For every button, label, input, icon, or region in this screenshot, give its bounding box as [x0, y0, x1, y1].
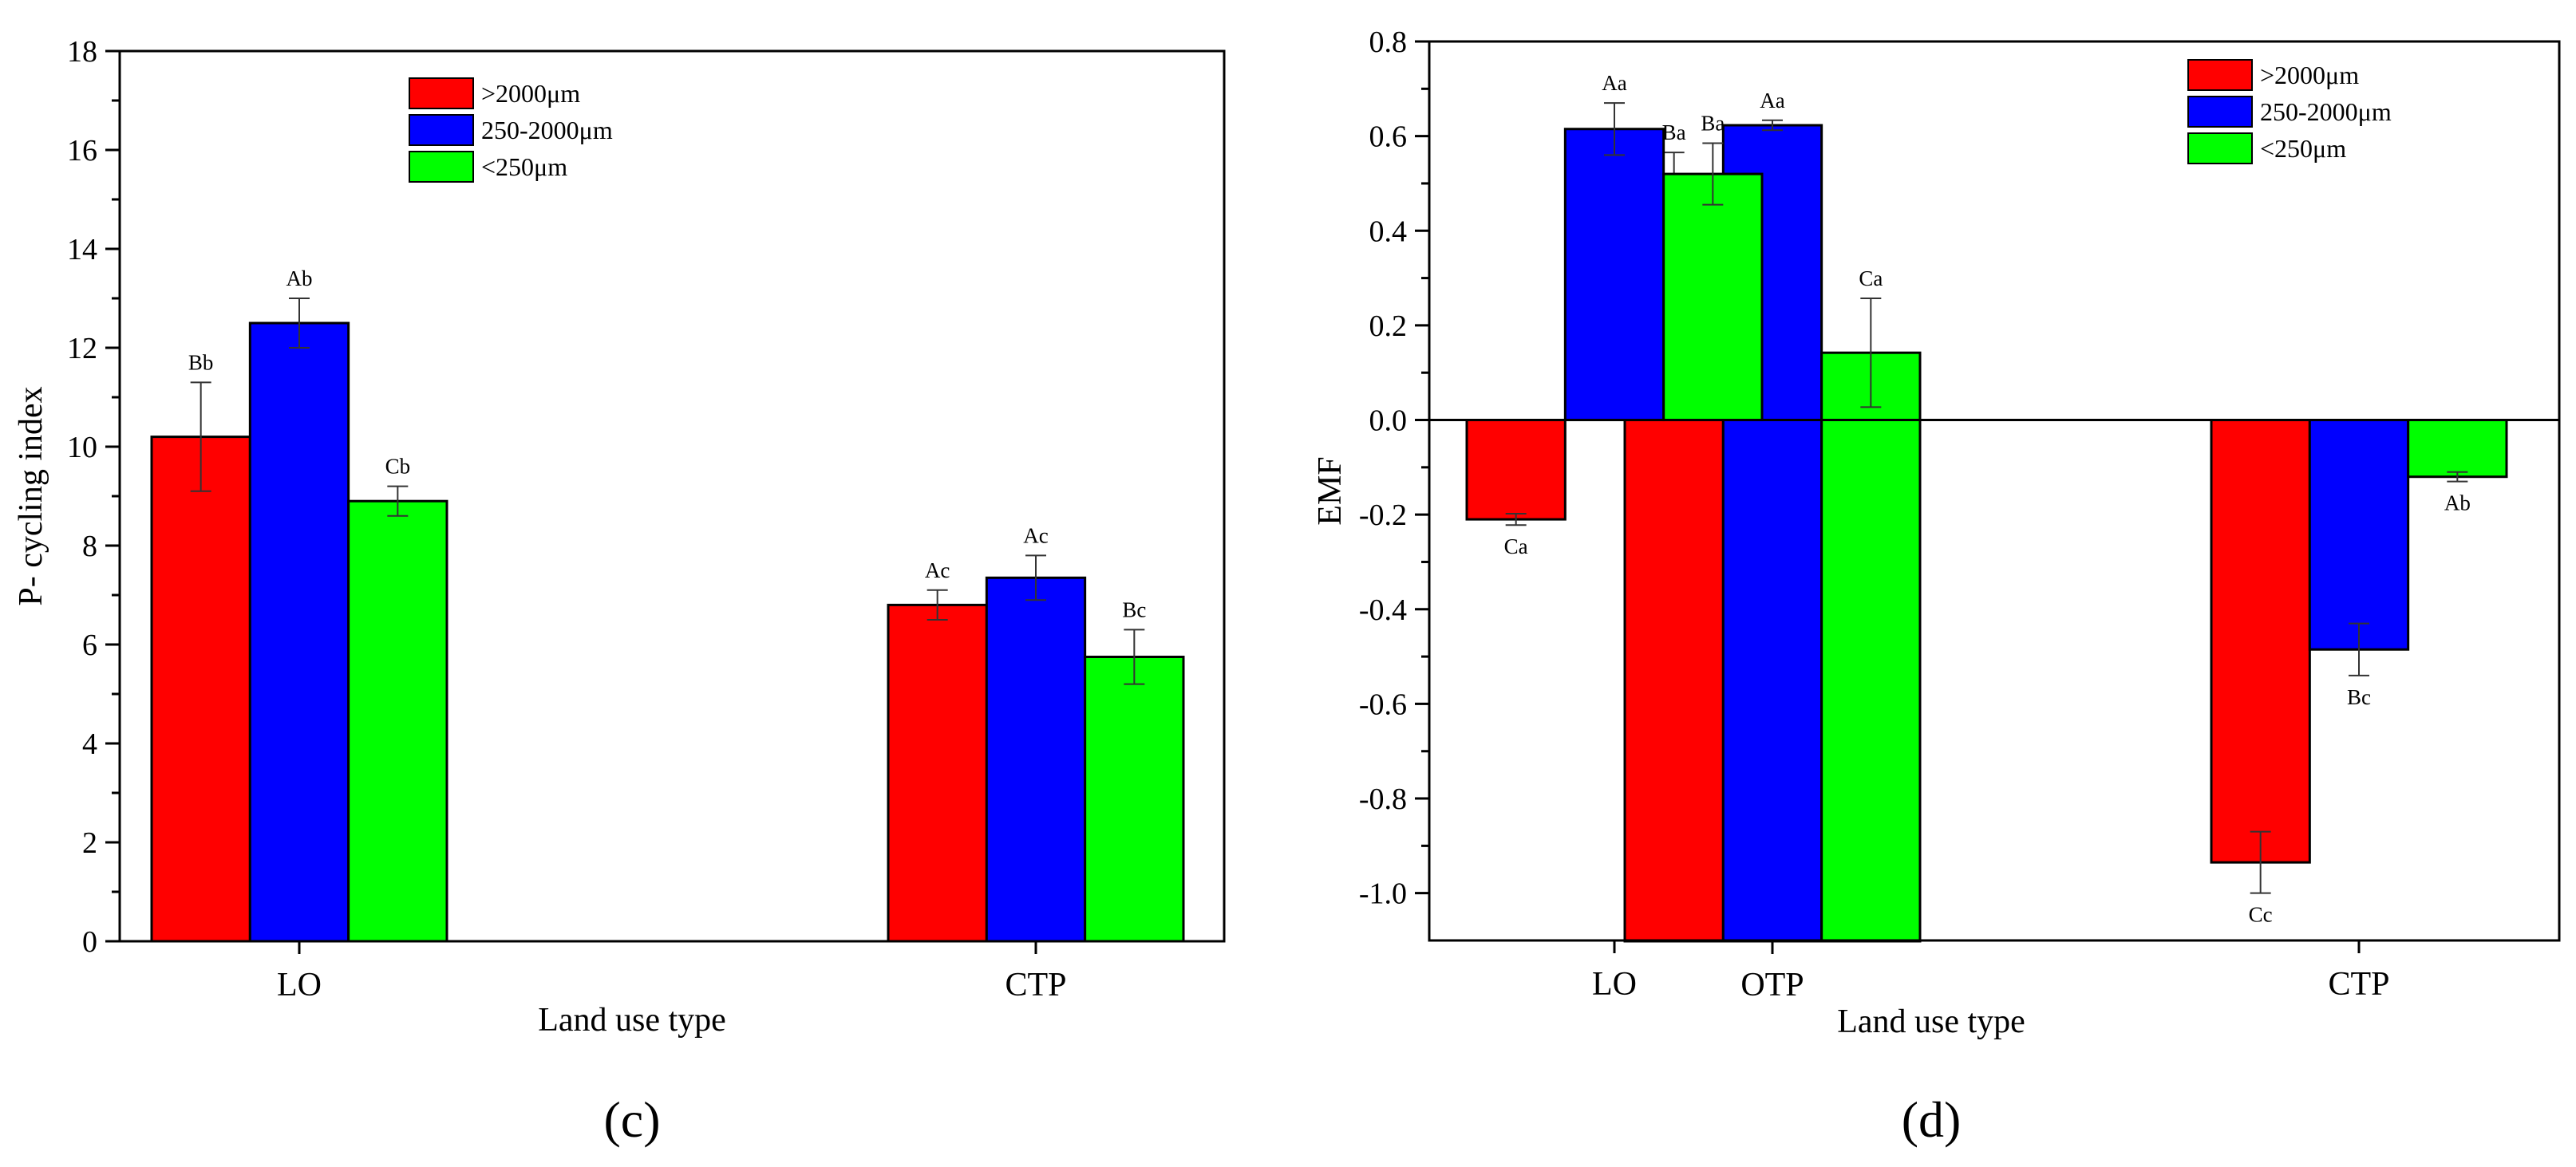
bar	[150, 436, 251, 943]
significance-label: Ca	[1859, 266, 1883, 290]
significance-label: Ba	[1701, 112, 1725, 136]
y-tick-label: 2	[82, 826, 97, 860]
y-tick-label: 0.2	[1369, 309, 1408, 343]
bar	[1662, 172, 1764, 422]
y-tick-label: -0.8	[1359, 783, 1407, 816]
x-axis-label: Land use type	[1837, 1003, 2025, 1040]
y-axis-label: P- cycling index	[13, 386, 49, 605]
chart-panel-c: 0 2 4 6 8 10 12 14 16 18 LO CTP OTP Bb Ac Ba Ab Ac Aa Cb Bc C…	[13, 35, 1922, 1148]
significance-label: Ba	[1662, 120, 1686, 144]
legend-label: 250-2000μm	[2260, 97, 2392, 126]
y-tick-label: -1.0	[1359, 877, 1407, 911]
y-tick-label: 0.0	[1369, 404, 1408, 438]
bar	[1820, 351, 1922, 943]
x-tick-label: CTP	[1005, 967, 1066, 1003]
legend-swatch	[409, 151, 474, 183]
bar	[1084, 656, 1185, 943]
y-tick-label: 12	[67, 332, 97, 365]
legend-label: >2000μm	[2260, 61, 2359, 89]
legend-swatch	[2187, 132, 2253, 164]
significance-label: Bb	[188, 350, 214, 374]
bar	[2210, 419, 2311, 864]
legend-label: >2000μm	[481, 79, 580, 108]
bar	[2407, 419, 2508, 479]
y-tick-label: 8	[82, 530, 97, 563]
significance-label: Ac	[925, 558, 950, 582]
y-tick-label: 10	[67, 431, 97, 464]
y-tick-label: 0.8	[1369, 26, 1408, 59]
y-tick-label: 18	[67, 35, 97, 69]
legend-swatch	[2187, 96, 2253, 128]
significance-label: Ab	[286, 266, 313, 290]
bar	[1465, 419, 1567, 521]
y-tick-label: 14	[67, 233, 97, 266]
significance-label: Aa	[1760, 89, 1784, 112]
y-tick-label: 0.6	[1369, 120, 1408, 154]
bar	[2308, 419, 2410, 651]
y-tick-label: 6	[82, 629, 97, 662]
significance-label: Ac	[1023, 523, 1048, 547]
bar	[985, 576, 1087, 943]
bar	[1563, 128, 1665, 422]
legend-label: <250μm	[2260, 134, 2346, 163]
x-tick-label: CTP	[2328, 966, 2389, 1003]
y-axis-label: EMF	[1312, 456, 1349, 525]
plot-frame	[1428, 40, 2561, 942]
y-tick-label: 0.4	[1369, 215, 1408, 248]
legend-swatch	[2187, 59, 2253, 91]
significance-label: Ca	[1504, 534, 1528, 558]
legend-swatch	[409, 77, 474, 109]
significance-label: Ab	[2444, 491, 2471, 515]
y-tick-label: -0.2	[1359, 499, 1407, 532]
significance-label: Aa	[1602, 71, 1626, 95]
x-tick-label: LO	[1592, 966, 1637, 1003]
panel-caption: (d)	[1902, 1091, 1962, 1148]
chart-panel-d: -1.0 -0.8 -0.6 -0.4 -0.2 0.0 0.2 0.4 0.6 0.8 LO CTP…	[1312, 26, 2561, 1148]
x-tick-label: OTP	[1740, 967, 1804, 1003]
panel-caption: (c)	[603, 1091, 660, 1148]
y-tick-label: 4	[82, 727, 97, 761]
y-tick-label: -0.4	[1359, 593, 1407, 627]
legend-label: 250-2000μm	[481, 116, 613, 144]
significance-label: Cc	[2249, 903, 2273, 927]
bar	[347, 499, 448, 943]
significance-label: Cb	[385, 455, 411, 479]
y-tick-label: 16	[67, 134, 97, 168]
y-tick-label: 0	[82, 925, 97, 959]
x-axis-label: Land use type	[538, 1002, 726, 1039]
bar	[887, 603, 988, 943]
significance-label: Bc	[2347, 685, 2371, 709]
significance-label: Bc	[1122, 597, 1146, 621]
x-tick-label: LO	[277, 967, 322, 1003]
y-tick-label: -0.6	[1359, 688, 1407, 721]
legend-swatch	[409, 114, 474, 146]
legend-label: <250μm	[481, 152, 567, 181]
bar	[248, 321, 350, 943]
